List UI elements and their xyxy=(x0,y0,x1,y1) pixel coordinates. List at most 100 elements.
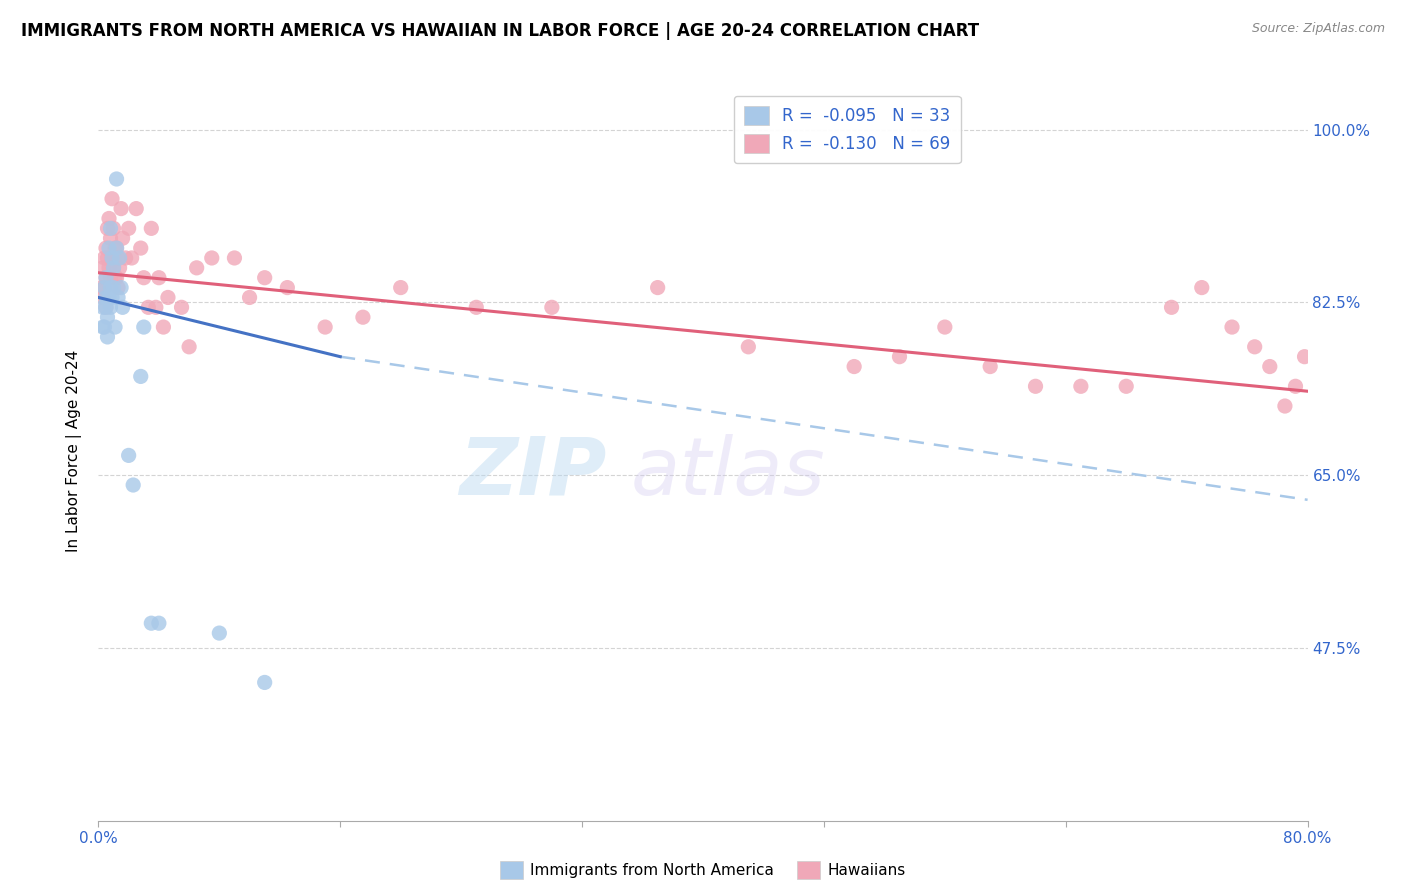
Point xyxy=(844,359,866,374)
Point xyxy=(107,290,129,304)
Point xyxy=(179,340,201,354)
Point xyxy=(101,192,124,206)
Point xyxy=(1024,379,1046,393)
Point xyxy=(1070,379,1092,393)
Point xyxy=(224,251,246,265)
Point xyxy=(1243,340,1265,354)
Point xyxy=(156,290,179,304)
Point xyxy=(737,340,759,354)
Point xyxy=(1258,359,1281,374)
Point xyxy=(389,280,412,294)
Point xyxy=(1115,379,1137,393)
Legend: Immigrants from North America, Hawaiians: Immigrants from North America, Hawaiians xyxy=(494,855,912,885)
Point xyxy=(105,241,128,255)
Point xyxy=(105,270,128,285)
Y-axis label: In Labor Force | Age 20-24: In Labor Force | Age 20-24 xyxy=(66,350,83,551)
Point xyxy=(93,251,115,265)
Point xyxy=(103,221,125,235)
Point xyxy=(170,301,193,315)
Point xyxy=(129,241,152,255)
Point xyxy=(934,320,956,334)
Point xyxy=(118,449,141,463)
Point xyxy=(91,320,114,334)
Point xyxy=(93,280,115,294)
Point xyxy=(94,270,117,285)
Point xyxy=(96,330,118,344)
Point xyxy=(114,251,136,265)
Point xyxy=(208,626,231,640)
Point xyxy=(105,172,128,186)
Point xyxy=(98,290,121,304)
Point xyxy=(91,290,114,304)
Point xyxy=(94,301,117,315)
Point xyxy=(110,202,132,216)
Point xyxy=(186,260,208,275)
Point xyxy=(100,270,122,285)
Text: IMMIGRANTS FROM NORTH AMERICA VS HAWAIIAN IN LABOR FORCE | AGE 20-24 CORRELATION: IMMIGRANTS FROM NORTH AMERICA VS HAWAIIA… xyxy=(21,22,979,40)
Point xyxy=(100,280,122,294)
Point xyxy=(118,221,141,235)
Point xyxy=(121,251,143,265)
Point xyxy=(132,270,155,285)
Point xyxy=(148,270,170,285)
Point xyxy=(141,616,163,631)
Point xyxy=(104,320,127,334)
Point xyxy=(100,301,122,315)
Point xyxy=(98,241,121,255)
Point xyxy=(647,280,669,294)
Point xyxy=(889,350,911,364)
Point xyxy=(1294,350,1316,364)
Point xyxy=(1284,379,1306,393)
Point xyxy=(94,241,117,255)
Point xyxy=(253,675,276,690)
Point xyxy=(239,290,262,304)
Point xyxy=(108,260,131,275)
Point xyxy=(104,241,127,255)
Point xyxy=(90,280,112,294)
Point xyxy=(100,221,122,235)
Point xyxy=(110,280,132,294)
Point xyxy=(201,251,224,265)
Point xyxy=(276,280,298,294)
Point xyxy=(104,270,127,285)
Point xyxy=(145,301,167,315)
Text: atlas: atlas xyxy=(630,434,825,512)
Point xyxy=(93,280,115,294)
Point xyxy=(105,241,128,255)
Point xyxy=(111,231,134,245)
Point xyxy=(96,221,118,235)
Point xyxy=(103,280,125,294)
Point xyxy=(979,359,1001,374)
Point xyxy=(1160,301,1182,315)
Point xyxy=(101,251,124,265)
Point xyxy=(100,231,122,245)
Point xyxy=(98,211,121,226)
Point xyxy=(136,301,159,315)
Point xyxy=(96,310,118,325)
Point xyxy=(107,251,129,265)
Point xyxy=(1220,320,1243,334)
Point xyxy=(352,310,374,325)
Point xyxy=(253,270,276,285)
Point xyxy=(101,251,124,265)
Point xyxy=(103,260,125,275)
Point xyxy=(129,369,152,384)
Point xyxy=(132,320,155,334)
Point xyxy=(1191,280,1213,294)
Point xyxy=(141,221,163,235)
Point xyxy=(94,270,117,285)
Point xyxy=(91,301,114,315)
Point xyxy=(152,320,174,334)
Point xyxy=(94,301,117,315)
Point xyxy=(101,290,124,304)
Point xyxy=(107,280,129,294)
Legend: R =  -0.095   N = 33, R =  -0.130   N = 69: R = -0.095 N = 33, R = -0.130 N = 69 xyxy=(734,96,960,163)
Point xyxy=(91,260,114,275)
Point xyxy=(125,202,148,216)
Point xyxy=(103,260,125,275)
Point xyxy=(108,251,131,265)
Point xyxy=(1274,399,1296,413)
Point xyxy=(540,301,562,315)
Point xyxy=(122,478,145,492)
Point xyxy=(314,320,336,334)
